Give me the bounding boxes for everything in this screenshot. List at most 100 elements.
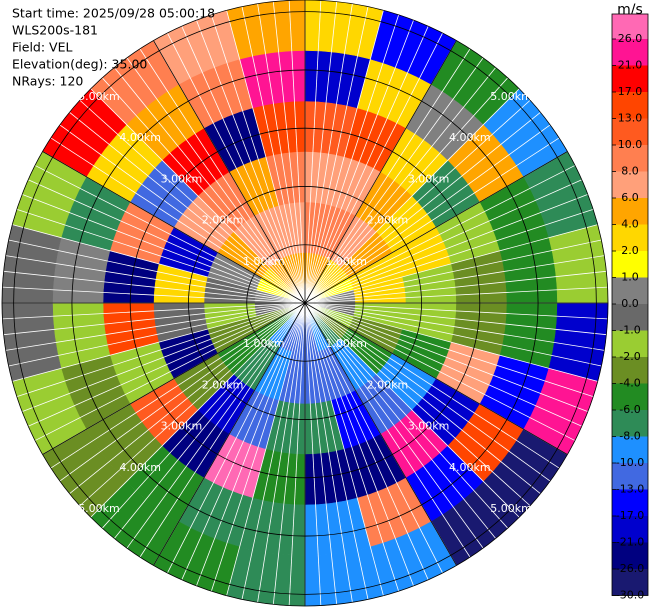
ray-gap <box>50 302 306 469</box>
colorbar-tick-label: -4.0 <box>619 377 640 390</box>
colorbar-segment <box>612 542 648 569</box>
spoke <box>42 302 306 455</box>
ray-gap <box>304 302 322 606</box>
ray-gap <box>304 10 384 304</box>
ray-gap <box>28 302 306 427</box>
spoke <box>304 302 457 566</box>
ray-gap <box>79 99 306 304</box>
ray-gap <box>304 57 484 304</box>
colorbar-tick-label: 21.0 <box>618 59 643 72</box>
ray-gap <box>196 302 306 587</box>
colorbar-tick-label: -17.0 <box>616 509 644 522</box>
ray-gap <box>59 124 306 304</box>
colorbar-tick-label: -8.0 <box>619 430 640 443</box>
ray-gap <box>3 302 306 336</box>
range-ring-label: 5.00km <box>490 502 532 515</box>
ray-gap <box>304 239 602 304</box>
ray-gap <box>304 302 602 367</box>
ray-gap <box>304 302 576 441</box>
range-ring <box>13 11 597 595</box>
colorbar-tick-label: -2.0 <box>619 350 640 363</box>
colorbar-tick-label: 17.0 <box>618 85 643 98</box>
info-line: Field: VEL <box>12 40 72 55</box>
ray-gap <box>304 302 369 600</box>
ray-gap <box>5 302 306 351</box>
ray-gap <box>304 88 520 304</box>
ray-gap <box>90 302 306 518</box>
ray-gap <box>16 208 306 304</box>
ray-gap <box>304 14 400 304</box>
ray-gap <box>304 67 496 304</box>
ray-gap <box>196 19 306 304</box>
velocity-cell <box>226 546 306 607</box>
ray-gap <box>12 224 306 304</box>
colorbar-segment <box>612 65 648 92</box>
ray-gap <box>210 302 306 592</box>
colorbar-segment <box>612 330 648 357</box>
colorbar-segment <box>612 251 648 278</box>
colorbar-segment <box>612 410 648 437</box>
range-ring-label: 4.00km <box>449 131 491 144</box>
colorbar-tick-label: -13.0 <box>616 483 644 496</box>
colorbar-segment <box>612 436 648 463</box>
ray-gap <box>304 302 541 494</box>
ray-gap <box>304 194 589 304</box>
ray-gap <box>304 165 576 304</box>
colorbar-segment <box>612 463 648 490</box>
spoke <box>304 40 457 304</box>
ray-gap <box>69 112 306 304</box>
spoke <box>304 151 568 304</box>
ray-gap <box>79 302 306 507</box>
ray-gap <box>304 270 607 304</box>
ray-gap <box>304 302 608 320</box>
colorbar-segment <box>612 489 648 516</box>
range-ring-label: 5.00km <box>78 502 120 515</box>
velocity-cell <box>304 546 384 607</box>
ray-gap <box>114 302 306 539</box>
range-ring-label: 2.00km <box>367 214 409 227</box>
ray-gap <box>21 302 306 412</box>
ray-gap <box>304 112 541 304</box>
ray-gap <box>304 26 429 304</box>
range-ring-label: 3.00km <box>161 420 203 433</box>
colorbar-tick-label: -1.0 <box>619 324 640 337</box>
ray-gap <box>304 6 369 304</box>
outer-edge <box>1 0 609 607</box>
info-line: NRays: 120 <box>12 74 83 89</box>
colorbar-tick-label: 13.0 <box>618 112 643 125</box>
ray-gap <box>5 255 306 304</box>
ray-gap <box>304 302 400 592</box>
ray-gap <box>50 137 306 304</box>
ray-gap <box>304 302 484 549</box>
colorbar-segment <box>612 92 648 119</box>
colorbar-tick-label: 26.0 <box>618 32 643 45</box>
colorbar-tick-label: 6.0 <box>621 191 639 204</box>
range-ring-label: 3.00km <box>408 420 450 433</box>
colorbar-segment <box>612 14 648 39</box>
ray-gap <box>304 32 443 304</box>
ray-gap <box>90 88 306 304</box>
spoke <box>153 40 306 304</box>
velocity-cell <box>1 302 62 382</box>
range-ring-label: 1.00km <box>243 255 285 268</box>
colorbar-tick-label: -6.0 <box>619 403 640 416</box>
range-ring-label: 4.00km <box>449 461 491 474</box>
ray-gap <box>304 224 598 304</box>
colorbar-tick-label: 4.0 <box>621 218 639 231</box>
range-ring-label: 2.00km <box>202 214 244 227</box>
colorbar-segment <box>612 383 648 410</box>
ray-gap <box>210 14 306 304</box>
range-ring-label: 1.00km <box>243 337 285 350</box>
colorbar-segment <box>612 304 648 331</box>
ray-gap <box>304 302 496 539</box>
ray-gap <box>3 270 306 304</box>
colorbar: m/s 26.021.017.013.010.08.06.04.02.01.00… <box>611 2 649 602</box>
ray-gap <box>304 302 429 580</box>
ray-gap <box>69 302 306 494</box>
ray-gap <box>304 77 509 304</box>
colorbar-segment <box>612 277 648 304</box>
ray-gap <box>2 286 306 304</box>
info-line: Elevation(deg): 35.00 <box>12 57 147 72</box>
ray-gap <box>304 302 598 382</box>
ray-gap <box>126 57 306 304</box>
